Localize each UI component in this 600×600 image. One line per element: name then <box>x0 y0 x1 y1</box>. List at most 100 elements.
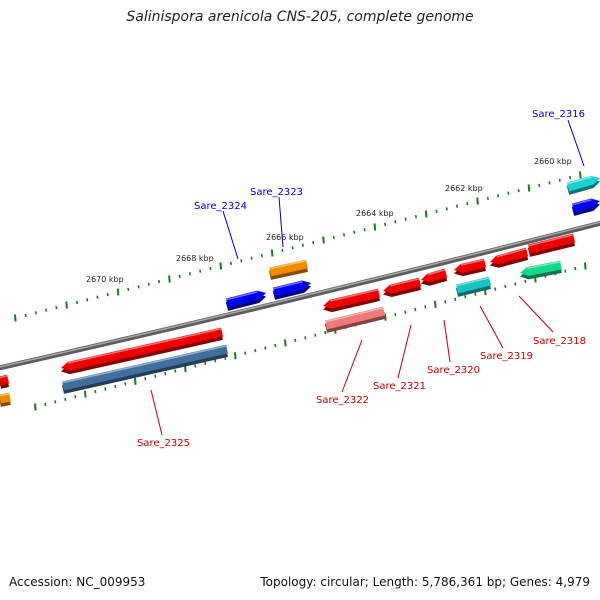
inner-tick <box>384 313 387 321</box>
outer-tick <box>168 275 171 283</box>
gene-label-sare-2324[interactable]: Sare_2324 <box>194 201 247 212</box>
inner-tick <box>234 352 237 360</box>
outer-tick <box>548 181 551 185</box>
gene-sare-2317-body[interactable] <box>527 233 576 254</box>
callout-line-sare-2318 <box>518 295 554 333</box>
gene-sare-2323-orange-highlight <box>269 260 307 270</box>
inner-tick <box>254 348 257 353</box>
outer-tick <box>281 248 284 253</box>
gene-sare-2318-body[interactable] <box>520 260 562 276</box>
outer-tick <box>424 210 428 218</box>
inner-tick <box>324 330 327 335</box>
scale-label-2670: 2670 kbp <box>86 275 124 284</box>
gene-sare-2324-body[interactable] <box>225 290 266 308</box>
gene-edge-orange[interactable] <box>0 392 11 407</box>
gene-sare-2319-cyan-body[interactable] <box>455 276 492 294</box>
gene-label-sare-2316[interactable]: Sare_2316 <box>532 109 585 120</box>
gene-sare-2319-body[interactable] <box>454 258 486 273</box>
gene-sare-2322-highlight <box>329 289 379 302</box>
outer-tick <box>455 204 459 208</box>
gene-label-sare-2320[interactable]: Sare_2320 <box>427 365 480 376</box>
gene-sare-2316-b[interactable] <box>571 198 600 216</box>
gene-label-sare-2319[interactable]: Sare_2319 <box>480 351 533 362</box>
outer-tick <box>497 194 500 198</box>
gene-label-sare-2322[interactable]: Sare_2322 <box>316 395 369 406</box>
gene-sare-2316[interactable] <box>566 175 600 195</box>
gene-sare-2325-body[interactable] <box>61 327 223 371</box>
outer-tick <box>178 274 181 279</box>
inner-tick <box>504 284 507 289</box>
gene-edge-red[interactable] <box>0 374 10 389</box>
inner-tick <box>54 400 57 404</box>
callout-line-sare-2323 <box>278 196 284 248</box>
gene-sare-2321[interactable] <box>383 277 422 297</box>
gene-sare-2317-highlight <box>528 234 574 247</box>
outer-tick <box>127 287 130 292</box>
topology-text: Topology: circular; Length: 5,786,361 bp… <box>260 575 590 589</box>
inner-tick <box>524 279 527 284</box>
gene-sare-2320-highlight <box>427 269 446 276</box>
gene-edge-orange-highlight <box>0 393 10 397</box>
inner-tick <box>424 305 427 309</box>
outer-tick <box>353 230 356 234</box>
gene-sare-2318-red-body[interactable] <box>490 247 529 265</box>
outer-tick <box>301 243 305 247</box>
gene-sare-2319[interactable] <box>454 258 486 277</box>
gene-label-sare-2323[interactable]: Sare_2323 <box>250 187 303 198</box>
gene-sare-2325[interactable] <box>61 327 223 375</box>
scale-ticks-outer <box>14 171 582 322</box>
gene-features[interactable] <box>0 175 600 407</box>
inner-tick <box>414 307 417 312</box>
gene-sare-2321-body[interactable] <box>383 277 422 294</box>
gene-label-sare-2318[interactable]: Sare_2318 <box>533 336 586 347</box>
gene-sare-2325-highlight <box>67 328 222 364</box>
inner-tick <box>154 374 157 378</box>
gene-sare-2323[interactable] <box>272 280 311 300</box>
outer-tick <box>291 246 294 250</box>
inner-tick <box>264 346 267 350</box>
outer-tick <box>137 285 140 289</box>
inner-tick <box>194 364 197 368</box>
gene-sare-2325-steel-body[interactable] <box>62 344 228 391</box>
gene-sare-2317[interactable] <box>527 233 576 257</box>
gene-sare-2325-steel[interactable] <box>62 344 228 394</box>
outer-tick <box>373 223 377 231</box>
accession-text: Accession: NC_009953 <box>9 575 146 589</box>
genome-backbone <box>0 220 600 371</box>
gene-sare-2320[interactable] <box>421 268 448 286</box>
gene-sare-2320-body[interactable] <box>421 268 448 283</box>
gene-sare-2323-highlight <box>273 280 303 290</box>
gene-sare-2319-cyan[interactable] <box>455 276 492 297</box>
outer-tick <box>466 201 469 206</box>
gene-label-sare-2321[interactable]: Sare_2321 <box>373 381 426 392</box>
inner-tick <box>274 343 277 348</box>
gene-sare-2323-orange-body[interactable] <box>269 259 308 277</box>
outer-tick <box>106 292 109 297</box>
gene-sare-2316-b-body[interactable] <box>571 198 600 213</box>
gene-sare-2324-highlight <box>225 291 258 301</box>
gene-sare-2322-body[interactable] <box>323 288 381 309</box>
gene-sare-2322-pink-body[interactable] <box>324 306 386 330</box>
gene-label-sare-2325[interactable]: Sare_2325 <box>137 438 190 449</box>
gene-sare-2318-red[interactable] <box>490 247 529 268</box>
gene-sare-2318[interactable] <box>520 260 562 280</box>
scale-ticks-inner <box>34 262 587 411</box>
inner-tick <box>294 338 297 343</box>
outer-tick <box>260 253 263 258</box>
inner-tick <box>174 369 177 373</box>
gene-sare-2323-body[interactable] <box>272 280 311 297</box>
gene-sare-2316-b-highlight <box>571 199 592 206</box>
map-title: Salinispora arenicola CNS-205, complete … <box>126 9 474 25</box>
gene-sare-2322[interactable] <box>323 288 381 313</box>
gene-sare-2322-pink[interactable] <box>324 306 386 333</box>
gene-sare-2316-body[interactable] <box>566 175 600 192</box>
outer-tick <box>116 288 120 296</box>
outer-tick <box>517 188 520 193</box>
gene-sare-2324[interactable] <box>225 290 266 311</box>
gene-sare-2323-orange[interactable] <box>269 259 308 280</box>
inner-tick <box>404 310 407 314</box>
inner-tick <box>44 402 47 407</box>
callout-line-sare-2325 <box>150 389 163 436</box>
outer-tick <box>219 262 223 270</box>
